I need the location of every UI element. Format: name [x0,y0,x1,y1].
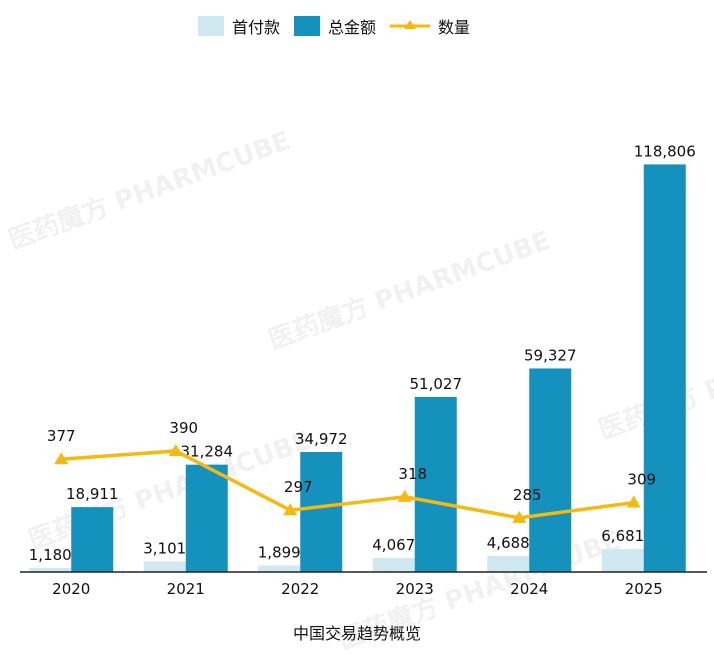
line-count [61,449,634,520]
line-marker [54,452,69,465]
legend-label: 总金额 [328,18,377,37]
legend-item-upfront: 首付款 [198,14,280,38]
legend-swatch [198,16,224,36]
line-marker [168,443,183,456]
data-label-upfront: 4,688 [487,534,530,552]
legend-item-total: 总金额 [294,14,376,38]
data-label-count: 390 [169,419,198,437]
data-label-count: 297 [284,478,313,496]
data-label-count: 377 [47,427,76,445]
x-tick-label: 2022 [281,580,320,598]
legend: 首付款 总金额 数量 [198,14,484,38]
line-marker [397,489,412,502]
legend-line-icon [390,20,431,29]
data-label-upfront: 3,101 [143,539,186,557]
legend-swatch [294,16,321,36]
data-label-total: 18,911 [66,485,119,503]
legend-label: 数量 [438,18,471,37]
data-label-count: 285 [513,486,542,504]
bar-upfront [258,565,301,572]
data-label-upfront: 4,067 [372,536,415,554]
data-label-total: 31,284 [181,443,234,461]
legend-label: 首付款 [232,18,281,37]
chart-title: 中国交易趋势概览 [292,624,421,643]
data-label-upfront: 6,681 [601,527,644,545]
bar-upfront [601,549,644,572]
x-tick-label: 2021 [166,580,205,598]
bar-total [71,507,114,572]
bar-total [185,464,228,572]
data-label-count: 318 [398,465,427,483]
bar-total [643,164,686,572]
data-label-upfront: 1,899 [258,543,301,561]
bar-upfront [143,561,186,572]
data-label-upfront: 1,180 [29,546,72,564]
x-tick-label: 2023 [395,580,434,598]
data-label-total: 51,027 [410,375,463,393]
bar-upfront [29,567,72,572]
x-tick-label: 2024 [510,580,549,598]
bar-total [529,368,572,572]
data-label-count: 309 [627,471,656,489]
x-tick-label: 2025 [624,580,663,598]
line-marker [626,495,641,508]
data-label-total: 118,806 [634,142,696,160]
bar-total [300,452,343,572]
data-label-total: 34,972 [295,430,348,448]
bar-upfront [372,558,415,572]
line-marker [512,510,527,523]
data-label-total: 59,327 [524,346,577,364]
bar-total [414,396,457,572]
bar-upfront [487,555,530,572]
x-tick-label: 2020 [52,580,91,598]
line-marker [283,503,298,516]
legend-item-count: 数量 [390,14,470,38]
